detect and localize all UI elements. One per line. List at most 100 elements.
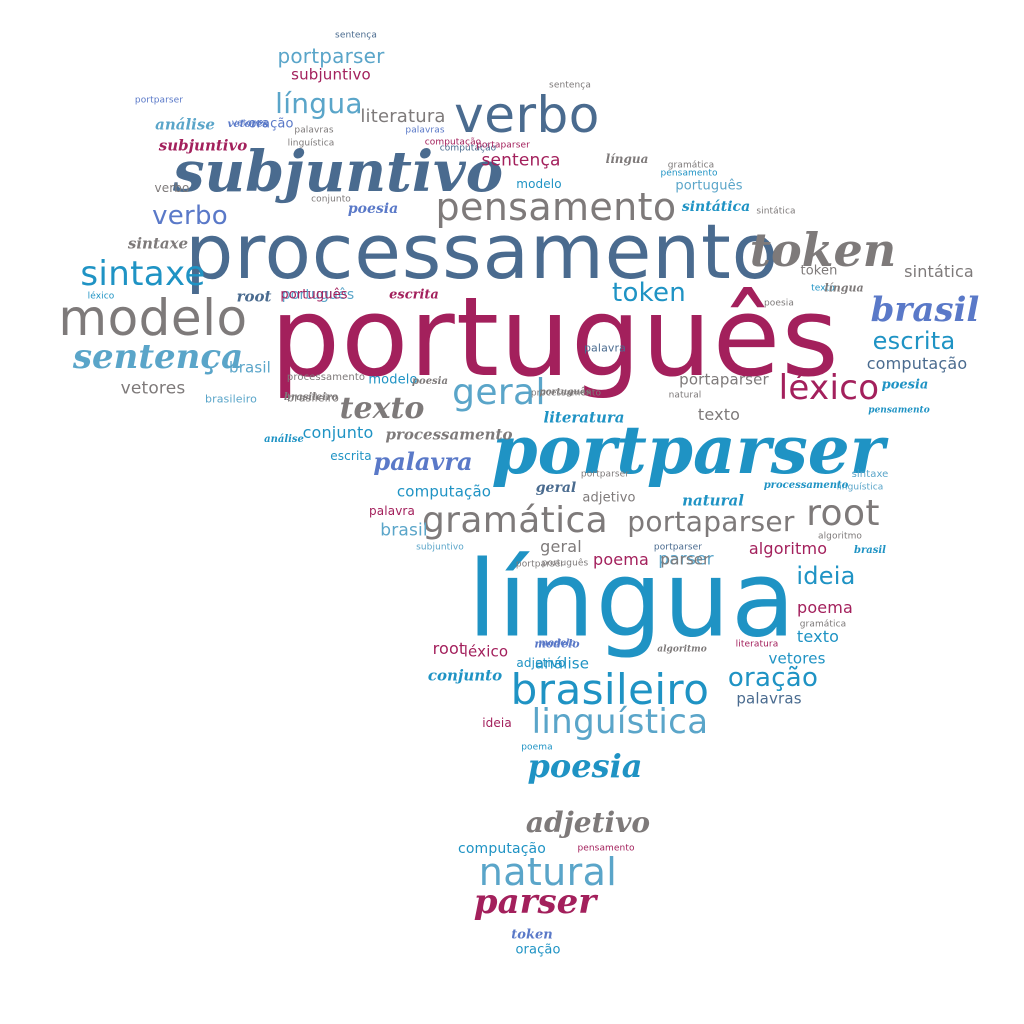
cloud-word-gramatica: gramática [799, 619, 847, 630]
cloud-word-vetores: vetores [120, 378, 186, 399]
cloud-word-vetores: vetores [227, 119, 269, 130]
cloud-word-computacao: computação [439, 143, 497, 154]
cloud-word-poesia: poesia [347, 201, 399, 217]
cloud-word-token: token [511, 927, 553, 943]
cloud-word-processamento: processamento [763, 480, 849, 491]
cloud-word-subjuntivo: subjuntivo [416, 542, 464, 553]
cloud-word-sintaxe: sintaxe [127, 234, 189, 253]
cloud-word-portugues: português [270, 273, 840, 401]
cloud-word-linguistica: linguística [287, 138, 335, 149]
cloud-word-poesia: poesia [412, 376, 448, 387]
cloud-word-geral: geral [535, 480, 577, 496]
cloud-word-portugues: português [281, 287, 355, 303]
cloud-word-oracao: oração [248, 116, 294, 132]
cloud-word-parser: parser [660, 550, 710, 569]
cloud-word-portugues: português [675, 178, 743, 194]
cloud-word-modelo: modelo [58, 289, 248, 347]
cloud-word-sintatica: sintática [904, 262, 974, 281]
cloud-word-poesia: poesia [881, 377, 929, 393]
cloud-word-portparser: portparser [134, 95, 184, 106]
cloud-word-conjunto: conjunto [311, 194, 351, 205]
cloud-word-lexico: léxico [778, 368, 880, 408]
cloud-word-brasil: brasil [380, 520, 428, 541]
cloud-word-lexico: léxico [87, 291, 115, 302]
cloud-word-verbo: verbo [154, 181, 190, 195]
cloud-word-adjetivo: adjetivo [525, 806, 651, 839]
cloud-word-natural: natural [668, 390, 702, 401]
cloud-word-root: root [236, 287, 272, 306]
cloud-word-conjunto: conjunto [302, 423, 374, 442]
cloud-word-brasileiro: brasileiro [510, 665, 710, 714]
cloud-word-texto: texto [811, 283, 835, 294]
cloud-word-root: root [432, 639, 466, 658]
cloud-word-gramatica: gramática [421, 500, 609, 541]
cloud-word-sentenca: sentença [549, 80, 591, 91]
cloud-word-computacao: computação [396, 482, 492, 501]
cloud-word-portugues: português [280, 287, 348, 303]
cloud-word-conjunto: conjunto [427, 666, 503, 685]
cloud-word-palavra: palavra [583, 341, 627, 355]
cloud-word-parser: parser [473, 882, 597, 922]
cloud-word-portparser: portparser [491, 411, 885, 489]
cloud-word-sentenca: sentença [481, 150, 561, 171]
cloud-word-processamento: processamento [530, 388, 602, 399]
cloud-word-palavra: palavra [373, 447, 473, 476]
cloud-word-sintatica: sintática [681, 199, 751, 215]
cloud-word-token: token [611, 278, 687, 308]
cloud-word-geral: geral [452, 372, 546, 413]
cloud-word-ideia: ideia [796, 562, 856, 590]
cloud-word-brasil: brasil [229, 358, 271, 377]
cloud-word-token: token [749, 223, 897, 277]
cloud-word-poesia: poesia [763, 298, 795, 309]
cloud-word-verbo: verbo [152, 201, 228, 231]
cloud-word-computacao: computação [458, 841, 546, 857]
cloud-word-analise: análise [534, 654, 590, 673]
cloud-word-gramatica: gramática [667, 160, 715, 171]
cloud-word-poema: poema [593, 550, 649, 569]
cloud-word-sintaxe: sintaxe [851, 469, 889, 480]
cloud-word-computacao: computação [866, 354, 968, 373]
cloud-word-escrita: escrita [330, 449, 372, 463]
cloud-word-escrita: escrita [872, 327, 956, 355]
cloud-word-geral: geral [540, 537, 582, 556]
cloud-word-sintatica: sintática [756, 206, 796, 217]
cloud-word-processamento: processamento [286, 372, 366, 383]
cloud-word-subjuntivo: subjuntivo [172, 139, 504, 205]
cloud-word-portugues: português [541, 558, 589, 569]
cloud-word-literatura: literatura [360, 106, 446, 127]
cloud-word-adjetivo: adjetivo [516, 656, 566, 670]
cloud-word-parser: parser [658, 549, 714, 570]
cloud-word-oracao: oração [727, 663, 819, 693]
cloud-word-sintaxe: sintaxe [80, 254, 206, 294]
cloud-word-linguistica: linguística [836, 482, 884, 493]
cloud-word-portaparser: portaparser [679, 370, 769, 389]
cloud-word-lingua: língua [605, 152, 649, 166]
cloud-word-brasileiro: brasileiro [204, 392, 258, 406]
cloud-word-ideia: ideia [482, 716, 512, 730]
cloud-word-root: root [806, 493, 880, 534]
cloud-word-modelo: modelo [368, 372, 418, 388]
cloud-word-processamento: processamento [385, 425, 513, 444]
cloud-word-literatura: literatura [735, 639, 779, 650]
cloud-word-pensamento: pensamento [577, 843, 635, 854]
cloud-word-analise: análise [264, 434, 304, 445]
cloud-word-texto: texto [796, 627, 840, 646]
cloud-word-natural: natural [682, 491, 744, 510]
cloud-word-lexico: léxico [463, 642, 509, 661]
cloud-word-vetores: vetores [231, 118, 267, 129]
cloud-word-texto: texto [697, 405, 741, 424]
cloud-word-brasil: brasil [854, 545, 886, 556]
cloud-word-computacao: computação [424, 137, 482, 148]
cloud-word-poema: poema [797, 598, 853, 617]
cloud-word-algoritmo: algoritmo [748, 539, 828, 558]
cloud-word-linguistica: linguística [531, 702, 709, 742]
cloud-word-brasil: brasil [870, 290, 980, 330]
cloud-word-portparser: portparser [277, 44, 385, 68]
cloud-word-portaparser: portaparser [627, 505, 795, 538]
cloud-word-poesia: poesia [527, 747, 643, 785]
cloud-word-brasileiro: brasileiro [283, 392, 339, 403]
cloud-word-oracao: oração [515, 942, 561, 958]
cloud-word-portparser: portparser [653, 542, 703, 553]
cloud-word-analise: análise [155, 115, 215, 134]
